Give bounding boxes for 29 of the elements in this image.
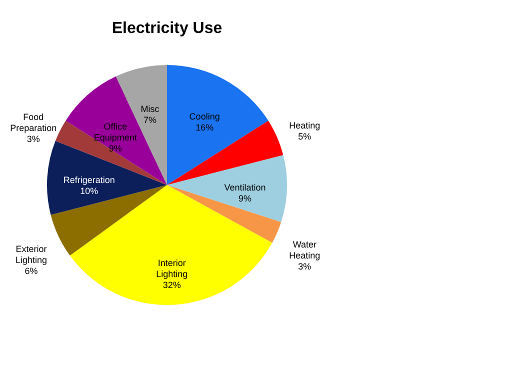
pie-slice [167, 65, 268, 185]
slice-label: Exterior Lighting [16, 244, 48, 265]
slice-label: Food Preparation [10, 112, 57, 133]
pie-slice [167, 155, 287, 222]
slice-label: Office Equipment [94, 121, 138, 142]
pie-slice [47, 140, 167, 215]
data-label: 16% [196, 122, 214, 133]
data-label: 7% [143, 114, 156, 125]
data-label: 9% [238, 193, 252, 204]
slice-label: Ventilation [224, 182, 266, 192]
data-label: 3% [298, 262, 312, 272]
slice-label: Misc [140, 104, 160, 114]
data-label: 5% [298, 131, 312, 142]
chart-title: Electricity Use [112, 20, 222, 37]
data-label: 3% [26, 134, 40, 144]
data-label: 6% [24, 266, 38, 276]
pie-slice [66, 76, 167, 185]
slice-label: Water Heating [289, 240, 320, 261]
data-label: 32% [162, 280, 181, 290]
pie-slice [167, 185, 282, 243]
slice-label: Cooling [189, 112, 220, 122]
slice-label: Refrigeration [63, 175, 115, 186]
slice-label: Interior Lighting [156, 258, 188, 279]
slice-label: Heating [289, 120, 320, 130]
data-label: 10% [80, 186, 98, 196]
pie-slice [50, 185, 167, 256]
pie-slice [167, 120, 284, 185]
pie-slice [70, 185, 272, 305]
data-label: 9% [108, 143, 122, 154]
